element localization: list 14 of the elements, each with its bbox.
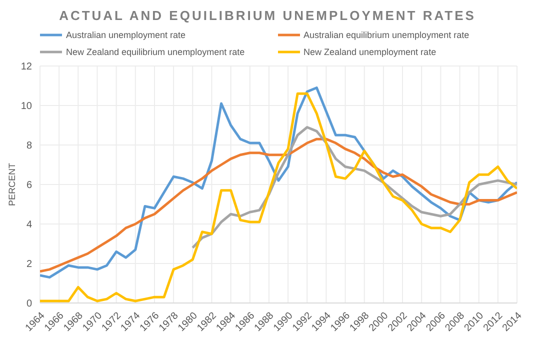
y-axis-title: PERCENT: [7, 162, 18, 206]
legend-label: Australian unemployment rate: [66, 30, 186, 40]
legend-label: New Zealand unemployment rate: [304, 46, 436, 56]
chart-title: ACTUAL AND EQUILIBRIUM UNEMPLOYMENT RATES: [58, 7, 477, 25]
y-tick-label: 2: [26, 259, 32, 270]
line-series: [40, 138, 517, 273]
y-tick-label: 8: [26, 140, 32, 152]
y-tick-label: 0: [26, 298, 32, 310]
y-tick-label: 10: [20, 101, 32, 112]
y-tick-label: 4: [26, 220, 32, 231]
legend-label: Australian equilibrium unemployment rate: [304, 30, 470, 40]
y-tick-label: 6: [26, 180, 32, 192]
y-tick-label: 12: [20, 62, 32, 73]
legend-label: New Zealand equilibrium unemployment rate: [66, 46, 245, 56]
